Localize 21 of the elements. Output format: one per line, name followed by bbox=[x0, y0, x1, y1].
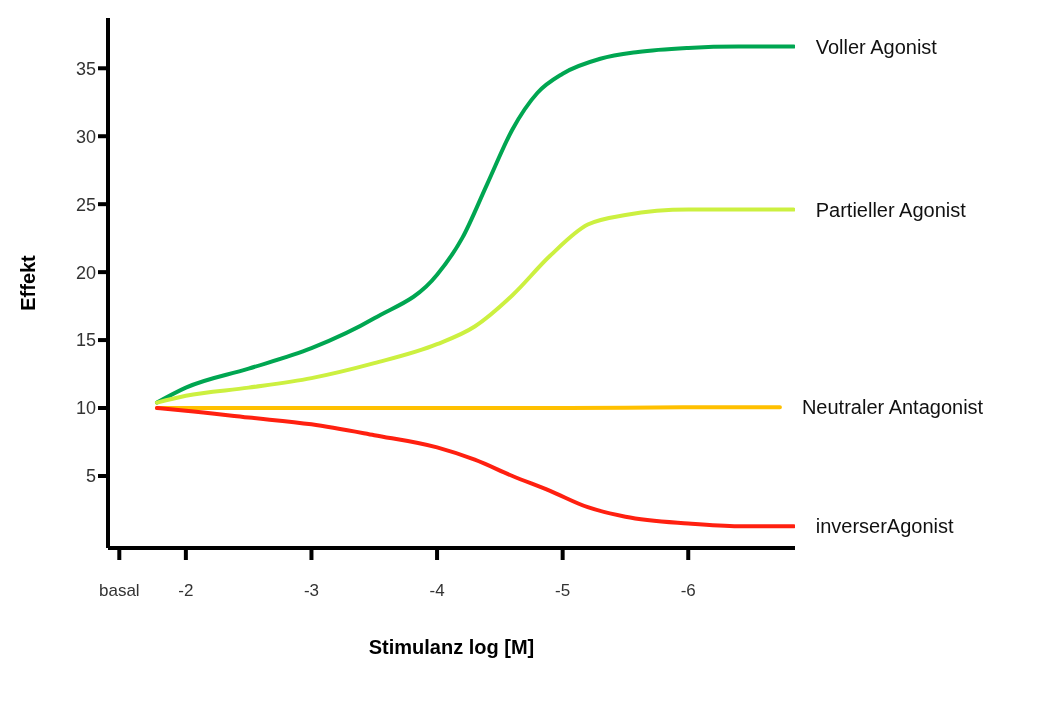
y-tick-label: 10 bbox=[75, 398, 96, 419]
line-series bbox=[154, 406, 795, 529]
series-label: inverserAgonist bbox=[815, 515, 955, 538]
series-label: Partieller Agonist bbox=[815, 198, 967, 221]
y-tick-label: 30 bbox=[75, 126, 96, 147]
y-axis-title: Effekt bbox=[17, 254, 40, 311]
x-axis-title: Stimulanz log [M] bbox=[368, 636, 535, 658]
series-label: Neutraler Antagonist bbox=[801, 396, 984, 419]
y-tick-label: 25 bbox=[75, 194, 96, 215]
y-tick-label: 5 bbox=[85, 466, 96, 487]
y-tick-label: 20 bbox=[75, 262, 96, 283]
line-series bbox=[154, 207, 795, 405]
x-tick-label: -5 bbox=[555, 581, 571, 601]
y-tick-label: 35 bbox=[75, 58, 96, 79]
x-tick-label: -3 bbox=[303, 581, 320, 601]
x-tick-label: -4 bbox=[429, 581, 445, 601]
x-tick-label: basal bbox=[98, 581, 140, 601]
x-tick-label: -6 bbox=[680, 581, 696, 601]
series-label: Voller Agonist bbox=[815, 35, 938, 58]
y-tick-label: 15 bbox=[75, 330, 96, 351]
x-tick-label: -2 bbox=[178, 581, 194, 601]
